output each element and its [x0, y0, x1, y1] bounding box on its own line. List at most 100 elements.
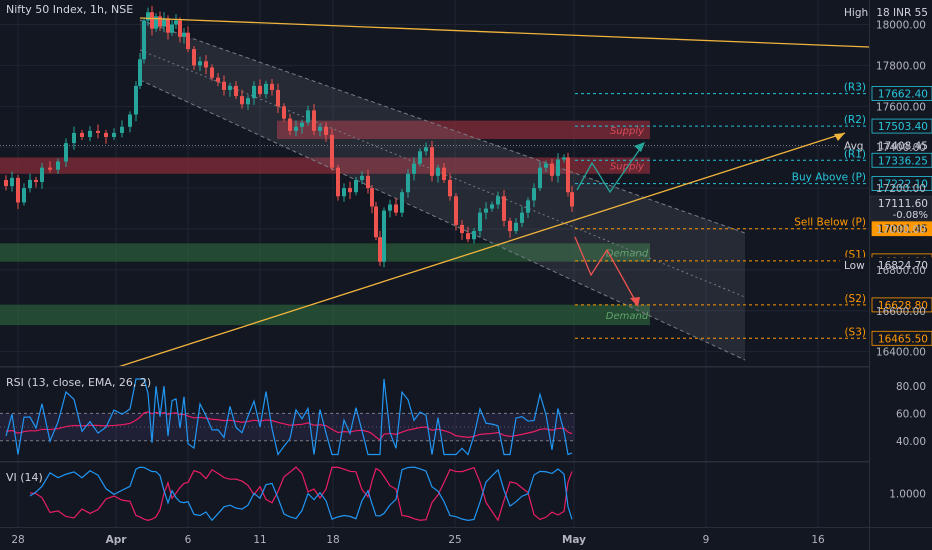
candle-body — [294, 126, 298, 131]
candle-body — [306, 110, 310, 123]
candle-body — [478, 212, 482, 232]
time-tick-label: May — [562, 534, 586, 546]
level-badge-tag-avg: Avg — [844, 140, 863, 152]
candle-body — [366, 175, 370, 189]
candle-body — [166, 18, 170, 33]
zone-label: Demand — [606, 311, 649, 322]
level-badge-label-low: 16824.70 — [878, 260, 928, 272]
price-tick-label: 17800.00 — [876, 60, 926, 72]
candle-body — [182, 32, 186, 37]
level-badge-label-s2: 16628.80 — [878, 300, 928, 312]
candle-body — [502, 196, 506, 221]
candle-body — [34, 179, 38, 182]
price-tick-label: 17200.00 — [876, 183, 926, 195]
candle-body — [336, 167, 340, 197]
candles — [4, 5, 574, 268]
level-badge-s2 — [871, 297, 932, 313]
level-badge-label-r3: 17662.40 — [878, 89, 928, 101]
candle-body — [360, 175, 364, 180]
trend-lines — [117, 17, 870, 368]
candle-body — [460, 224, 464, 234]
level-tag-s2: (S2) — [844, 293, 866, 305]
candle-body — [490, 204, 494, 209]
rsi-tick-label: 80.00 — [896, 381, 926, 393]
rsi-tick-label: 40.00 — [896, 436, 926, 448]
candle-body — [48, 167, 52, 170]
time-tick-label: Apr — [106, 534, 128, 546]
candle-body — [134, 85, 138, 115]
time-tick-label: 11 — [253, 534, 266, 546]
level-badge-label-r2: 17503.40 — [878, 121, 928, 133]
projection-arrows — [574, 142, 645, 307]
chart-title: Nifty 50 Index, 1h, NSE — [6, 3, 133, 16]
time-tick-label: 28 — [11, 534, 24, 546]
candle-body — [174, 20, 178, 25]
candle-body — [276, 89, 280, 107]
candle-body — [150, 12, 154, 29]
vi-panel: 1.0000 — [29, 466, 926, 522]
candle-body — [532, 188, 536, 201]
vi-tick-label: 1.0000 — [889, 489, 926, 501]
candle-body — [138, 59, 142, 86]
bear-projection — [574, 236, 637, 303]
bear-projection-head — [630, 297, 640, 307]
candle-body — [258, 85, 262, 95]
candle-body — [158, 16, 162, 27]
level-tag-r1: (R1) — [844, 148, 866, 160]
candle-body — [508, 220, 512, 232]
high-badge — [839, 4, 932, 20]
resistance-trendline — [139, 17, 870, 48]
candle-body — [88, 130, 92, 137]
last-price-label: 17111.60 — [878, 198, 928, 210]
candle-body — [264, 83, 268, 95]
candle-body — [270, 83, 274, 90]
pane-divider-1[interactable] — [0, 366, 870, 368]
candle-body — [120, 126, 124, 133]
rsi-panel: 80.00 60.00 40.00 — [0, 378, 926, 456]
rsi-band — [0, 413, 575, 441]
support-trendline-arrowhead — [834, 133, 845, 141]
candle-body — [142, 20, 146, 60]
zone-label: Supply — [610, 126, 645, 137]
candle-body — [28, 179, 32, 189]
rsi-title: RSI (13, close, EMA, 26, 2) — [6, 376, 151, 389]
candle-body — [198, 61, 202, 66]
pane-divider-2[interactable] — [0, 461, 870, 463]
candle-body — [22, 188, 26, 203]
vi-title: VI (14) — [6, 471, 43, 484]
candle-body — [562, 157, 566, 160]
candle-body — [324, 126, 328, 135]
candle-body — [40, 167, 44, 182]
candle-body — [186, 32, 190, 50]
vi-plus-line — [29, 466, 573, 522]
candle-body — [246, 98, 250, 105]
candle-body — [72, 132, 76, 144]
candle-body — [566, 157, 570, 193]
time-axis-divider — [0, 527, 932, 528]
candle-body — [312, 110, 316, 131]
level-badge-label-p_up: 17222.10 — [878, 179, 928, 191]
candle-body — [370, 188, 374, 207]
candle-body — [288, 118, 292, 131]
price-axis: 18000.00 17800.00 17600.00 17400.00 17200.00… — [876, 20, 926, 359]
level-badge-r2 — [871, 118, 932, 134]
level-badge-p_dn — [871, 221, 932, 237]
supply-zone — [277, 120, 650, 140]
candle-body — [388, 204, 392, 211]
time-tick-label: 6 — [185, 534, 192, 546]
candle-body — [282, 106, 286, 119]
candle-body — [240, 96, 244, 105]
candle-body — [418, 151, 422, 164]
price-tick-label: 17600.00 — [876, 101, 926, 113]
candle-body — [210, 67, 214, 78]
candle-body — [538, 167, 542, 189]
time-tick-label: 18 — [326, 534, 339, 546]
last-change-label: -0.08% — [893, 210, 928, 221]
candle-body — [342, 188, 346, 197]
candle-body — [222, 81, 226, 90]
level-badge-r1 — [871, 152, 932, 168]
level-badge-p_up — [871, 176, 932, 191]
candle-body — [424, 147, 428, 152]
channel-fill — [140, 20, 745, 360]
